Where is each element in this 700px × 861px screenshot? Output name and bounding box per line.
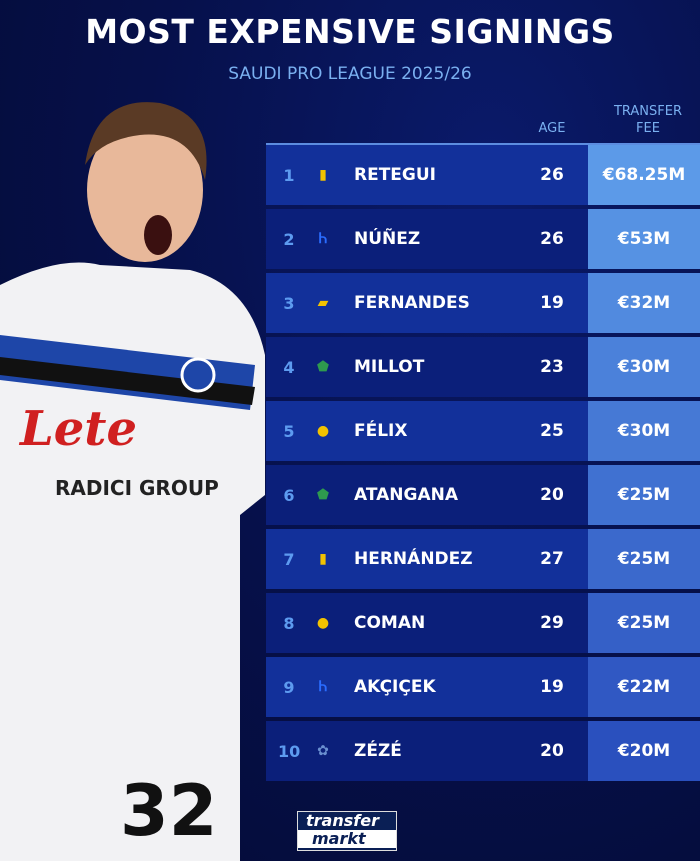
player-age: 25	[540, 421, 564, 441]
player-name: MILLOT	[354, 357, 425, 377]
al-qadsiah-club-icon: ▮	[319, 551, 327, 567]
table-row: 3 ▰ FERNANDES 19 €32M	[266, 273, 700, 333]
player-age: 19	[540, 677, 564, 697]
rank: 9	[283, 677, 295, 697]
player-age: 26	[540, 165, 564, 185]
player-name: RETEGUI	[354, 165, 436, 185]
rank: 1	[283, 165, 295, 185]
rank: 2	[283, 229, 295, 249]
shirt-sponsor: Lete	[18, 401, 137, 457]
rank: 6	[283, 485, 295, 505]
transfer-fee: €53M	[588, 209, 700, 269]
transfer-fee: €22M	[588, 657, 700, 717]
column-header-fee: TRANSFER FEE	[613, 104, 683, 136]
player-name: FERNANDES	[354, 293, 470, 313]
rank: 10	[278, 741, 301, 761]
player-age: 23	[540, 357, 564, 377]
transfer-fee: €30M	[588, 401, 700, 461]
shirt-number: 32	[120, 770, 217, 852]
page-subtitle: SAUDI PRO LEAGUE 2025/26	[228, 64, 472, 84]
player-age: 19	[540, 293, 564, 313]
al-nassr-club-icon: ●	[316, 615, 330, 631]
transfer-fee: €25M	[588, 593, 700, 653]
player-age: 29	[540, 613, 564, 633]
page-title: MOST EXPENSIVE SIGNINGS	[85, 12, 615, 51]
player-age: 20	[540, 485, 564, 505]
player-age: 20	[540, 741, 564, 761]
neom-club-icon: ✿	[317, 743, 329, 759]
al-ahli-club-icon: ⬟	[316, 487, 330, 503]
rank: 4	[283, 357, 295, 377]
table-row: 8 ● COMAN 29 €25M	[266, 593, 700, 653]
player-name: NÚÑEZ	[354, 229, 421, 249]
player-name: ZÉZÉ	[354, 741, 402, 761]
shirt-sponsor-secondary: RADICI GROUP	[55, 476, 219, 500]
player-name: HERNÁNDEZ	[354, 549, 473, 569]
table-row: 6 ⬟ ATANGANA 20 €25M	[266, 465, 700, 525]
player-name: ATANGANA	[354, 485, 458, 505]
table-row: 1 ▮ RETEGUI 26 €68.25M	[266, 145, 700, 205]
transfer-fee: €20M	[588, 721, 700, 781]
transfer-fee: €32M	[588, 273, 700, 333]
player-photo: Lete RADICI GROUP 32	[0, 102, 265, 861]
signings-table: 1 ▮ RETEGUI 26 €68.25M 2 Ꮒ NÚÑEZ 26 €53M…	[266, 143, 700, 785]
player-age: 27	[540, 549, 564, 569]
al-ittihad-club-icon: ▰	[317, 295, 329, 311]
al-qadsiah-club-icon: ▮	[319, 167, 327, 183]
player-name: COMAN	[354, 613, 426, 633]
transfer-fee: €68.25M	[588, 145, 700, 205]
rank: 3	[283, 293, 295, 313]
al-ahli-club-icon: ⬟	[316, 359, 330, 375]
transfer-fee: €25M	[588, 465, 700, 525]
al-hilal-club-icon: Ꮒ	[318, 679, 328, 695]
player-age: 26	[540, 229, 564, 249]
rank: 8	[283, 613, 295, 633]
transfermarkt-logo: transfer markt	[297, 811, 397, 851]
table-row: 2 Ꮒ NÚÑEZ 26 €53M	[266, 209, 700, 269]
rank: 7	[283, 549, 295, 569]
transfer-fee: €30M	[588, 337, 700, 397]
table-row: 7 ▮ HERNÁNDEZ 27 €25M	[266, 529, 700, 589]
al-hilal-club-icon: Ꮒ	[318, 231, 328, 247]
table-row: 5 ● FÉLIX 25 €30M	[266, 401, 700, 461]
player-name: FÉLIX	[354, 421, 408, 441]
column-header-age: AGE	[538, 121, 566, 136]
transfer-fee: €25M	[588, 529, 700, 589]
al-nassr-club-icon: ●	[316, 423, 330, 439]
table-row: 9 Ꮒ AKÇIÇEK 19 €22M	[266, 657, 700, 717]
rank: 5	[283, 421, 295, 441]
table-row: 10 ✿ ZÉZÉ 20 €20M	[266, 721, 700, 781]
table-row: 4 ⬟ MILLOT 23 €30M	[266, 337, 700, 397]
player-name: AKÇIÇEK	[354, 677, 436, 697]
